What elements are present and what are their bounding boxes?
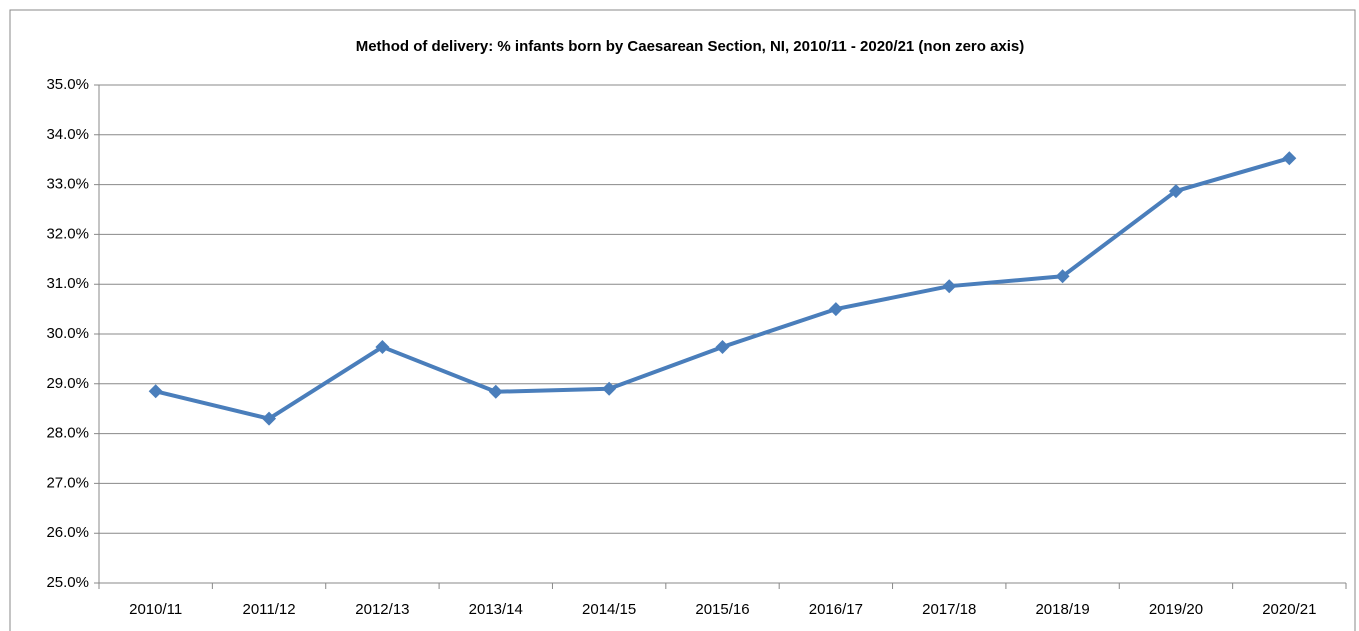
chart-title: Method of delivery: % infants born by Ca…	[356, 38, 1025, 55]
y-tick-label: 31.0%	[46, 275, 89, 292]
x-tick-label: 2012/13	[355, 601, 409, 618]
data-point	[715, 339, 730, 354]
y-tick-label: 27.0%	[46, 474, 89, 491]
x-tick-label: 2017/18	[922, 601, 976, 618]
x-tick-label: 2018/19	[1035, 601, 1089, 618]
x-tick-label: 2014/15	[582, 601, 636, 618]
y-tick-label: 35.0%	[46, 76, 89, 93]
data-point	[488, 384, 503, 399]
y-tick-label: 33.0%	[46, 176, 89, 193]
data-point	[262, 411, 277, 426]
x-tick-label: 2020/21	[1262, 601, 1316, 618]
y-tick-label: 30.0%	[46, 325, 89, 342]
y-tick-label: 25.0%	[46, 574, 89, 591]
x-tick-label: 2010/11	[129, 601, 182, 618]
data-point	[828, 302, 843, 317]
x-tick-label: 2013/14	[469, 601, 523, 618]
y-tick-label: 26.0%	[46, 524, 89, 541]
x-tick-label: 2011/12	[242, 601, 295, 618]
y-tick-label: 28.0%	[46, 425, 89, 442]
data-point	[148, 384, 163, 399]
chart-frame	[9, 9, 1356, 631]
y-tick-label: 29.0%	[46, 375, 89, 392]
data-point	[942, 279, 957, 294]
x-tick-label: 2015/16	[695, 601, 749, 618]
data-point	[1282, 151, 1297, 166]
y-tick-label: 34.0%	[46, 126, 89, 143]
data-point	[375, 339, 390, 354]
x-tick-label: 2019/20	[1149, 601, 1203, 618]
data-point	[1168, 184, 1183, 199]
data-point	[1055, 269, 1070, 284]
data-point	[602, 381, 617, 396]
y-tick-label: 32.0%	[46, 225, 89, 242]
x-tick-label: 2016/17	[809, 601, 863, 618]
